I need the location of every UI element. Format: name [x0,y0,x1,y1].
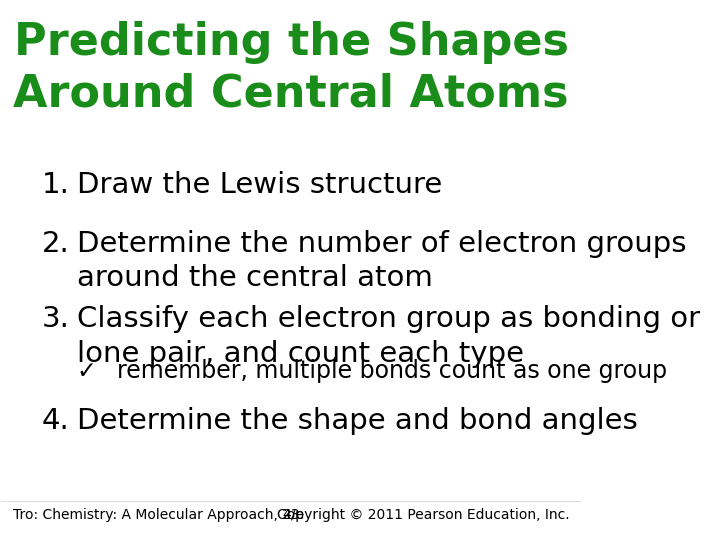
Text: ✓: ✓ [77,359,96,383]
Text: Predicting the Shapes
Around Central Atoms: Predicting the Shapes Around Central Ato… [14,21,569,116]
Text: remember, multiple bonds count as one group: remember, multiple bonds count as one gr… [117,359,667,383]
Text: Determine the number of electron groups
around the central atom: Determine the number of electron groups … [77,230,686,292]
Text: Determine the shape and bond angles: Determine the shape and bond angles [77,407,637,435]
Text: 2.: 2. [42,230,70,258]
Text: Tro: Chemistry: A Molecular Approach, 2/e: Tro: Chemistry: A Molecular Approach, 2/… [13,509,304,523]
Text: 4.: 4. [42,407,70,435]
Text: Copyright © 2011 Pearson Education, Inc.: Copyright © 2011 Pearson Education, Inc. [276,509,570,523]
Text: Classify each electron group as bonding or
lone pair, and count each type: Classify each electron group as bonding … [77,305,700,368]
Text: Draw the Lewis structure: Draw the Lewis structure [77,171,442,199]
Text: 43: 43 [282,509,300,523]
Text: 3.: 3. [42,305,70,333]
Text: 1.: 1. [42,171,70,199]
